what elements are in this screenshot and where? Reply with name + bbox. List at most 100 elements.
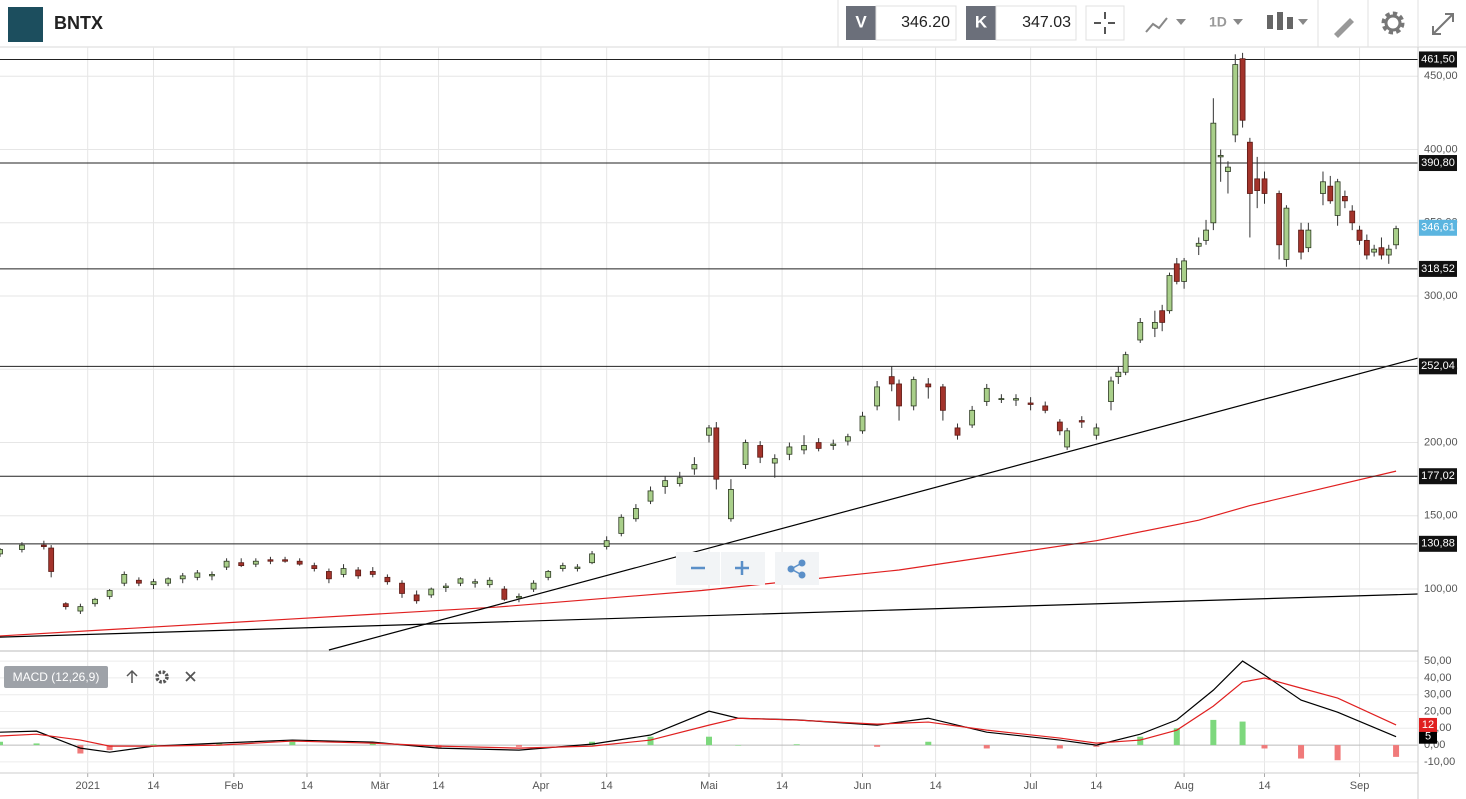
bid-badge bbox=[846, 6, 876, 40]
icon bbox=[1381, 11, 1405, 35]
candle-body bbox=[603, 540, 610, 547]
candle-body bbox=[106, 590, 113, 597]
histogram-bar bbox=[1261, 745, 1268, 749]
candle-body bbox=[457, 578, 464, 584]
histogram-bar bbox=[1056, 745, 1063, 749]
candle-body bbox=[472, 581, 479, 584]
candle-body bbox=[786, 446, 793, 455]
candle-body bbox=[179, 575, 186, 580]
candle-body bbox=[1078, 420, 1085, 423]
candle-body bbox=[1093, 427, 1100, 436]
level-badge bbox=[1419, 155, 1457, 172]
share-icon bbox=[787, 559, 806, 579]
overlay-line bbox=[0, 593, 1419, 638]
y2-tick-label: 50,00 bbox=[1424, 655, 1452, 667]
candle-body bbox=[618, 516, 625, 534]
ask-box[interactable] bbox=[995, 5, 1077, 41]
macd-line bbox=[0, 677, 1397, 749]
histogram-bar bbox=[289, 741, 296, 746]
x-tick-label: 14 bbox=[1258, 780, 1270, 792]
last-price-badge bbox=[1419, 219, 1457, 236]
ask-price: 347.03 bbox=[1022, 14, 1071, 31]
x-tick-label: Jul bbox=[1024, 780, 1038, 792]
candle-body bbox=[676, 477, 683, 484]
candle-body bbox=[1210, 122, 1217, 224]
candle-body bbox=[1334, 181, 1341, 216]
candle-body bbox=[209, 574, 215, 577]
y-tick-label: 300,00 bbox=[1424, 290, 1458, 302]
candle-body bbox=[910, 379, 917, 407]
ask-badge bbox=[966, 6, 996, 40]
histogram-bar bbox=[0, 741, 3, 746]
icon bbox=[1384, 14, 1402, 32]
draw-button[interactable] bbox=[1334, 18, 1354, 38]
candle-body bbox=[1378, 247, 1385, 256]
candle-body bbox=[939, 386, 946, 411]
toolbar: BNTX V 346.20 K 347.03 1D bbox=[0, 0, 1466, 48]
candle-body bbox=[589, 553, 595, 564]
crosshair-button[interactable] bbox=[1085, 5, 1125, 41]
histogram-bar bbox=[735, 745, 742, 746]
indicator-settings[interactable] bbox=[155, 670, 169, 684]
candle-body bbox=[801, 445, 807, 451]
candle-body bbox=[1385, 248, 1392, 256]
histogram-bar bbox=[216, 743, 223, 746]
candle-body bbox=[530, 582, 537, 590]
bid-box[interactable] bbox=[875, 5, 957, 41]
level-label: 130,88 bbox=[1421, 538, 1455, 550]
symbol: BNTX bbox=[54, 13, 103, 33]
candle-body bbox=[62, 603, 69, 608]
icon bbox=[1445, 13, 1454, 22]
histogram-bar bbox=[1334, 745, 1341, 761]
candle-body bbox=[1115, 371, 1122, 378]
fullscreen-button[interactable] bbox=[1432, 13, 1454, 35]
candle-body bbox=[1181, 260, 1188, 282]
candle-body bbox=[969, 409, 976, 426]
bid-price: 346.20 bbox=[901, 14, 950, 31]
candle-body bbox=[713, 427, 720, 480]
candle-body bbox=[742, 442, 749, 465]
x-tick-label: 14 bbox=[776, 780, 788, 792]
macd-value-badge bbox=[1419, 729, 1437, 744]
candle-body bbox=[92, 598, 98, 605]
y2-tick-label: 40,00 bbox=[1424, 672, 1452, 684]
candle-body bbox=[1137, 322, 1144, 341]
x-tick-label: 14 bbox=[1090, 780, 1102, 792]
candle-body bbox=[355, 569, 362, 577]
icon bbox=[1432, 26, 1441, 35]
y2-tick-label: 30,00 bbox=[1424, 689, 1452, 701]
interval-button[interactable]: 1D bbox=[1209, 14, 1243, 30]
candle-body bbox=[252, 560, 259, 565]
candle-body bbox=[706, 427, 712, 436]
level-badge bbox=[1419, 260, 1457, 277]
close-indicator[interactable] bbox=[185, 671, 196, 682]
histogram-bar bbox=[589, 741, 596, 746]
indicator-label: MACD (12,26,9) bbox=[13, 670, 100, 684]
candle-body bbox=[728, 489, 734, 520]
candle-body bbox=[633, 508, 639, 520]
candle-body bbox=[1166, 275, 1173, 312]
x-tick-label: 2021 bbox=[75, 780, 99, 792]
settings-button[interactable] bbox=[1381, 11, 1405, 35]
indicators-button[interactable] bbox=[1145, 17, 1186, 33]
candle-body bbox=[282, 559, 288, 562]
level-badge bbox=[1419, 51, 1457, 68]
x-tick-label: Aug bbox=[1174, 780, 1194, 792]
move-up-button[interactable] bbox=[126, 669, 138, 683]
candle-body bbox=[399, 582, 405, 594]
y-tick-label: 100,00 bbox=[1424, 583, 1458, 595]
candle-body bbox=[1298, 229, 1304, 253]
candle-body bbox=[925, 383, 932, 388]
chart-type-button[interactable] bbox=[1267, 12, 1308, 30]
share[interactable] bbox=[775, 552, 819, 585]
candle-body bbox=[486, 579, 493, 586]
macd-badge[interactable] bbox=[4, 666, 108, 688]
candle-body bbox=[1108, 380, 1114, 402]
x-tick-label: 14 bbox=[432, 780, 444, 792]
candle-body bbox=[340, 568, 347, 575]
candle-body bbox=[0, 549, 3, 555]
candle-body bbox=[238, 562, 245, 567]
candle-body bbox=[1283, 207, 1290, 260]
candle-body bbox=[165, 578, 172, 584]
candle-body bbox=[888, 376, 895, 385]
